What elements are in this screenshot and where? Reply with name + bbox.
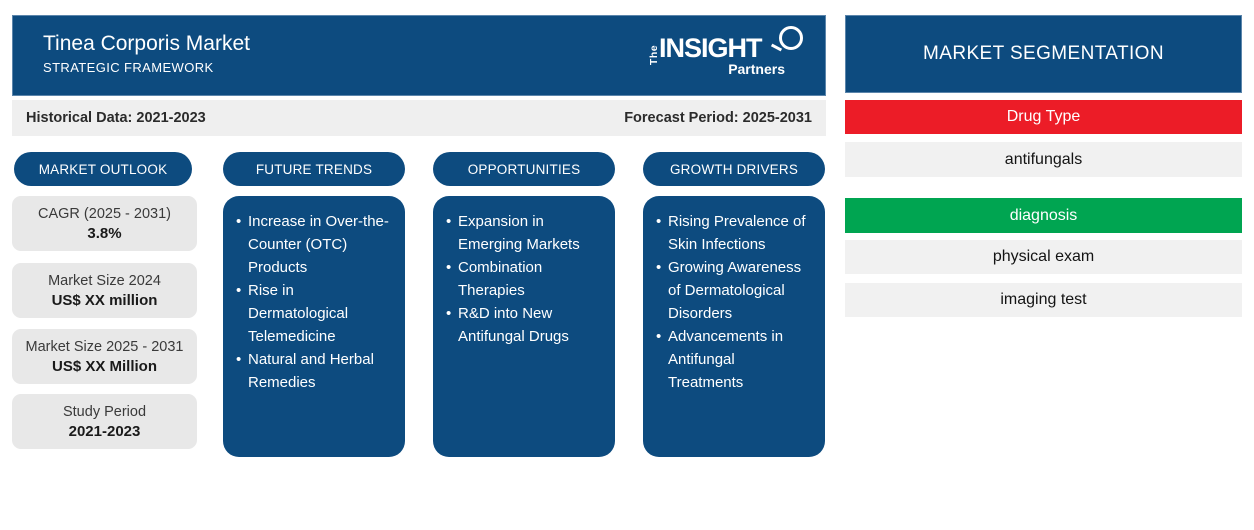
- magnifier-icon: [779, 26, 803, 50]
- list-item: Expansion in Emerging Markets: [446, 210, 603, 256]
- stat-value: US$ XX million: [51, 291, 158, 309]
- logo-insight-text: INSIGHT: [659, 33, 763, 63]
- stat-label: Study Period: [62, 403, 147, 420]
- stat-value: 3.8%: [87, 224, 122, 242]
- segment-diagnosis: diagnosis: [845, 198, 1242, 233]
- list-item: Natural and Herbal Remedies: [236, 348, 393, 394]
- list-item: Advancements in Antifungal Treatments: [656, 325, 813, 394]
- segment-drug-type: Drug Type: [845, 100, 1242, 134]
- logo-partners-text: Partners: [728, 61, 785, 77]
- page-title: Tinea Corporis Market: [43, 32, 250, 55]
- main-header: Tinea Corporis Market STRATEGIC FRAMEWOR…: [12, 15, 826, 96]
- pill-opportunities: OPPORTUNITIES: [433, 152, 615, 186]
- stat-label: Market Size 2025 - 2031: [25, 338, 184, 355]
- stat-value: US$ XX Million: [51, 357, 157, 375]
- list-item: Increase in Over-the-Counter (OTC) Produ…: [236, 210, 393, 279]
- opportunities-panel: Expansion in Emerging Markets Combinatio…: [433, 196, 615, 457]
- insight-partners-logo: The INSIGHT Partners: [648, 26, 803, 81]
- stat-card-market-size-2024: Market Size 2024 US$ XX million: [12, 263, 197, 318]
- page-subtitle: STRATEGIC FRAMEWORK: [43, 60, 214, 75]
- pill-market-outlook: MARKET OUTLOOK: [14, 152, 192, 186]
- segment-physical-exam: physical exam: [845, 240, 1242, 274]
- stat-card-study-period: Study Period 2021-2023: [12, 394, 197, 449]
- segment-imaging-test: imaging test: [845, 283, 1242, 317]
- stat-label: Market Size 2024: [48, 272, 161, 289]
- list-item: R&D into New Antifungal Drugs: [446, 302, 603, 348]
- list-item: Rising Prevalence of Skin Infections: [656, 210, 813, 256]
- stat-value: 2021-2023: [68, 422, 141, 440]
- historical-data-label: Historical Data: 2021-2023: [26, 110, 206, 126]
- pill-future-trends: FUTURE TRENDS: [223, 152, 405, 186]
- forecast-period-label: Forecast Period: 2025-2031: [624, 110, 812, 126]
- opportunities-list: Expansion in Emerging Markets Combinatio…: [446, 210, 603, 348]
- growth-drivers-panel: Rising Prevalence of Skin Infections Gro…: [643, 196, 825, 457]
- stat-label: CAGR (2025 - 2031): [38, 205, 171, 222]
- period-info-bar: Historical Data: 2021-2023 Forecast Peri…: [12, 100, 826, 136]
- header-text-block: Tinea Corporis Market STRATEGIC FRAMEWOR…: [43, 31, 250, 76]
- segment-antifungals: antifungals: [845, 142, 1242, 177]
- list-item: Combination Therapies: [446, 256, 603, 302]
- stat-card-market-size-forecast: Market Size 2025 - 2031 US$ XX Million: [12, 329, 197, 384]
- growth-drivers-list: Rising Prevalence of Skin Infections Gro…: [656, 210, 813, 394]
- pill-growth-drivers: GROWTH DRIVERS: [643, 152, 825, 186]
- future-trends-list: Increase in Over-the-Counter (OTC) Produ…: [236, 210, 393, 394]
- stat-card-cagr: CAGR (2025 - 2031) 3.8%: [12, 196, 197, 251]
- market-segmentation-header: MARKET SEGMENTATION: [845, 15, 1242, 93]
- future-trends-panel: Increase in Over-the-Counter (OTC) Produ…: [223, 196, 405, 457]
- list-item: Rise in Dermatological Telemedicine: [236, 279, 393, 348]
- list-item: Growing Awareness of Dermatological Diso…: [656, 256, 813, 325]
